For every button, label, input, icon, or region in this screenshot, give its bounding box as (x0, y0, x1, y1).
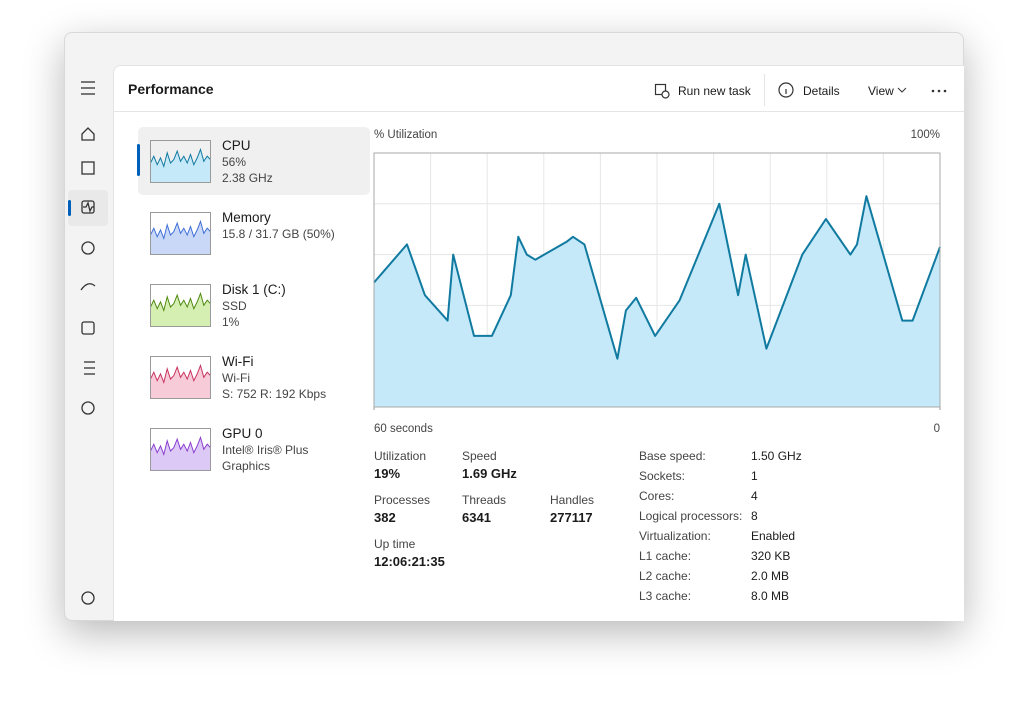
stat-value: 1.69 GHz (462, 466, 517, 481)
users-icon[interactable] (80, 283, 96, 291)
stat-value: 6341 (462, 510, 491, 525)
thumbnail-line (150, 435, 211, 457)
header-divider (113, 111, 964, 112)
spec-label: L1 cache: (639, 549, 692, 563)
stat-value: 12:06:21:35 (374, 554, 445, 569)
spec-label: L3 cache: (639, 589, 692, 603)
device-detail: Wi-Fi (222, 371, 250, 385)
selected-indicator (68, 200, 71, 216)
device-detail: SSD (222, 299, 247, 313)
device-detail: 1% (222, 315, 240, 329)
thumbnail-area (150, 149, 211, 183)
stat-label: Utilization (374, 449, 427, 463)
spec-label: Logical processors: (639, 509, 743, 523)
spec-label: Base speed: (639, 449, 706, 463)
utilization-chart: % Utilization 100% 60 seconds 0 (373, 129, 941, 435)
thumbnail-border (150, 284, 211, 327)
spec-value: 320 KB (751, 549, 791, 563)
extensions-icon[interactable] (81, 401, 95, 415)
device-thumbnail[interactable] (150, 140, 211, 183)
thumbnail-border (150, 212, 211, 255)
details-icon (778, 82, 794, 98)
processes-icon[interactable] (81, 127, 95, 141)
stat-label: Speed (462, 449, 497, 463)
spec-value: 1.50 GHz (751, 449, 802, 463)
device-name: Wi-Fi (222, 354, 254, 369)
thumbnail-area (150, 293, 211, 327)
spec-value: 4 (751, 489, 758, 503)
spec-label: L2 cache: (639, 569, 692, 583)
apphistory-icon[interactable] (81, 161, 95, 175)
stat-label: Processes (374, 493, 431, 507)
device-thumbnail[interactable] (150, 284, 211, 327)
spec-label: Cores: (639, 489, 675, 503)
stat-label: Threads (462, 493, 507, 507)
line (373, 195, 941, 360)
stat-label: Handles (550, 493, 595, 507)
details-button[interactable]: Details (803, 84, 840, 98)
device-thumbnail[interactable] (150, 212, 211, 255)
device-detail: Graphics (222, 459, 271, 473)
thumbnail-border (150, 356, 211, 399)
device-name: Memory (222, 210, 271, 225)
run-task-button[interactable]: Run new task (678, 84, 751, 98)
stat-value: 382 (374, 510, 396, 525)
thumbnail-line (150, 147, 211, 169)
settings-icon[interactable] (81, 591, 95, 605)
y-axis-label: % Utilization (374, 129, 437, 141)
stat-label: Up time (374, 537, 416, 551)
startup-icon[interactable] (81, 241, 95, 255)
thumbnail-line (150, 219, 211, 241)
thumbnail-area (150, 365, 211, 399)
page-title: Performance (128, 81, 214, 97)
thumbnail-area (150, 437, 211, 471)
thumbnail-area (150, 221, 211, 255)
spec-value: 2.0 MB (751, 569, 790, 583)
sidebar (68, 81, 108, 605)
plot-border (373, 152, 941, 408)
device-detail: S: 752 R: 192 Kbps (222, 387, 327, 401)
view-button[interactable]: View (868, 84, 894, 98)
device-thumbnail[interactable] (150, 428, 211, 471)
thumbnail-line (150, 291, 211, 313)
device-detail: 56% (222, 155, 247, 169)
run-task-icon (654, 83, 670, 99)
device-detail: Intel® Iris® Plus (222, 443, 309, 457)
device-name: GPU 0 (222, 426, 263, 441)
device-detail: 15.8 / 31.7 GB (50%) (222, 227, 335, 241)
thumbnail-line (150, 363, 211, 385)
more-button[interactable] (930, 88, 948, 94)
thumbnail-border (150, 140, 211, 183)
spec-label: Virtualization: (639, 529, 711, 543)
view-chevron (897, 87, 907, 93)
toolbar-divider (764, 74, 765, 106)
stat-value: 277117 (550, 510, 593, 525)
spec-value: 8 (751, 509, 758, 523)
selected-device-indicator (137, 144, 140, 176)
spec-value: 1 (751, 469, 758, 483)
device-name: CPU (222, 138, 251, 153)
spec-value: Enabled (751, 529, 796, 543)
services-icon[interactable] (84, 361, 95, 375)
performance-wave (83, 201, 94, 213)
y-tick-label: 100% (911, 129, 940, 141)
device-name: Disk 1 (C:) (222, 282, 286, 297)
selected-bg (68, 190, 108, 226)
spec-label: Sockets: (639, 469, 686, 483)
details-icon[interactable] (81, 321, 95, 335)
thumbnail-border (150, 428, 211, 471)
menu-icon[interactable] (81, 81, 95, 95)
x-tick-label: 60 seconds (374, 423, 433, 435)
spec-value: 8.0 MB (751, 589, 790, 603)
x-tick-label: 0 (934, 423, 940, 435)
device-detail: 2.38 GHz (222, 171, 273, 185)
device-thumbnail[interactable] (150, 356, 211, 399)
area (374, 196, 940, 407)
stat-value: 19% (374, 466, 401, 481)
